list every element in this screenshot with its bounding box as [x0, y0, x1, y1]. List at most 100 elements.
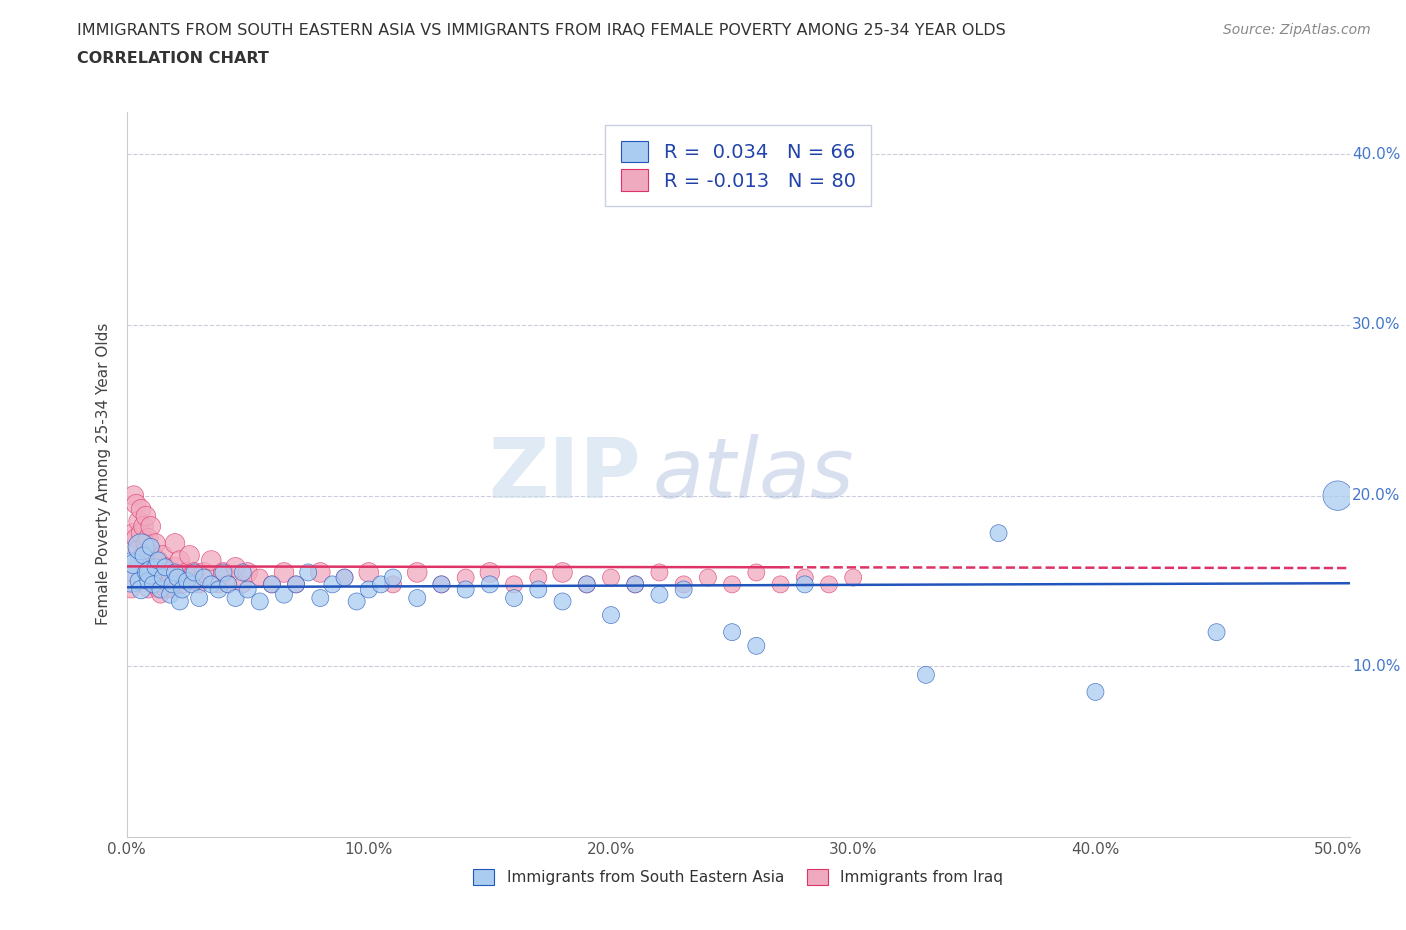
Point — [172, 582, 194, 597]
Point — [146, 582, 169, 597]
Point — [163, 536, 186, 551]
Legend: Immigrants from South Eastern Asia, Immigrants from Iraq: Immigrants from South Eastern Asia, Immi… — [464, 860, 1012, 895]
Point — [478, 577, 501, 591]
Point — [600, 570, 623, 585]
Point — [159, 587, 181, 602]
Point — [600, 607, 623, 622]
Point — [149, 565, 172, 580]
Point — [207, 582, 229, 597]
Point — [149, 587, 172, 602]
Point — [156, 577, 179, 591]
Point — [430, 577, 453, 591]
Point — [225, 560, 247, 575]
Text: 40.0%: 40.0% — [1353, 147, 1400, 162]
Point — [142, 577, 165, 591]
Point — [142, 577, 165, 591]
Point — [430, 577, 453, 591]
Point — [624, 577, 647, 591]
Point — [138, 531, 160, 546]
Point — [207, 577, 229, 591]
Point — [236, 565, 259, 580]
Point — [309, 565, 332, 580]
Point — [152, 570, 174, 585]
Point — [128, 543, 150, 558]
Point — [236, 582, 259, 597]
Point — [146, 553, 169, 568]
Point — [200, 577, 222, 591]
Point — [551, 594, 574, 609]
Point — [648, 587, 671, 602]
Point — [503, 577, 526, 591]
Point — [132, 548, 155, 563]
Point — [200, 553, 222, 568]
Point — [1205, 625, 1227, 640]
Point — [129, 582, 152, 597]
Point — [818, 577, 841, 591]
Point — [118, 565, 141, 580]
Point — [176, 574, 198, 589]
Point — [1084, 684, 1107, 699]
Point — [125, 531, 148, 546]
Text: 30.0%: 30.0% — [1353, 317, 1400, 332]
Point — [1326, 488, 1348, 503]
Point — [217, 577, 239, 591]
Point — [159, 565, 181, 580]
Point — [145, 536, 167, 551]
Point — [478, 565, 501, 580]
Point — [155, 560, 177, 575]
Point — [181, 577, 204, 591]
Point — [575, 577, 598, 591]
Point — [575, 577, 598, 591]
Point — [155, 560, 177, 575]
Point — [721, 625, 744, 640]
Point — [135, 565, 157, 580]
Point — [321, 577, 343, 591]
Point — [128, 513, 150, 528]
Point — [382, 570, 405, 585]
Point — [142, 548, 165, 563]
Point — [249, 594, 271, 609]
Text: 10.0%: 10.0% — [1353, 658, 1400, 674]
Point — [169, 594, 191, 609]
Point — [406, 565, 429, 580]
Point — [527, 582, 550, 597]
Point — [135, 565, 157, 580]
Point — [162, 577, 184, 591]
Point — [745, 565, 768, 580]
Point — [139, 539, 162, 554]
Point — [176, 565, 198, 580]
Point — [309, 591, 332, 605]
Text: CORRELATION CHART: CORRELATION CHART — [77, 51, 269, 66]
Point — [122, 525, 145, 540]
Point — [145, 560, 167, 575]
Text: IMMIGRANTS FROM SOUTH EASTERN ASIA VS IMMIGRANTS FROM IRAQ FEMALE POVERTY AMONG : IMMIGRANTS FROM SOUTH EASTERN ASIA VS IM… — [77, 23, 1007, 38]
Point — [188, 577, 211, 591]
Point — [149, 582, 172, 597]
Point — [193, 570, 215, 585]
Point — [163, 560, 186, 575]
Point — [162, 582, 184, 597]
Point — [188, 591, 211, 605]
Point — [842, 570, 865, 585]
Point — [138, 582, 160, 597]
Point — [793, 577, 815, 591]
Point — [135, 536, 157, 551]
Point — [273, 565, 295, 580]
Point — [132, 519, 155, 534]
Point — [232, 565, 254, 580]
Point — [138, 553, 160, 568]
Point — [138, 574, 160, 589]
Point — [155, 582, 177, 597]
Text: 20.0%: 20.0% — [1353, 488, 1400, 503]
Point — [183, 565, 205, 580]
Point — [915, 668, 938, 683]
Point — [212, 565, 235, 580]
Point — [260, 577, 283, 591]
Point — [139, 543, 162, 558]
Point — [721, 577, 744, 591]
Point — [193, 565, 215, 580]
Point — [745, 638, 768, 653]
Point — [357, 565, 380, 580]
Point — [987, 525, 1010, 540]
Point — [454, 582, 477, 597]
